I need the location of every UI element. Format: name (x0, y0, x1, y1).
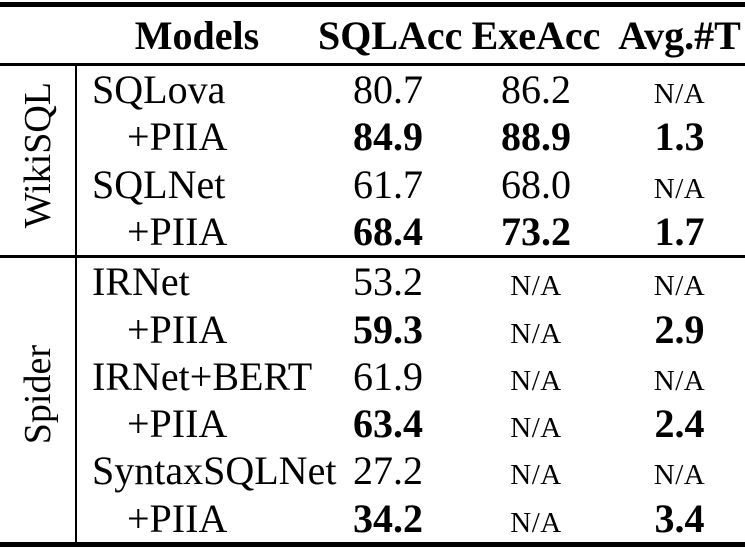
header-avgt: Avg.#T (614, 4, 745, 66)
header-sqlacc: SQLAcc (318, 4, 462, 66)
table-row: SQLNet 61.7 68.0 N/A (0, 161, 745, 208)
avgt-value-cell: N/A (614, 447, 745, 494)
header-row: Models SQLAcc ExeAcc Avg.#T (0, 4, 745, 66)
sqlacc-value-cell: 61.7 (353, 161, 423, 207)
avgt-value-cell: 1.7 (654, 209, 705, 254)
sqlacc-value-cell: 27.2 (353, 448, 423, 494)
avgt-value-cell: N/A (614, 255, 745, 306)
sqlacc-value-cell: 53.2 (318, 255, 458, 306)
avgt-value-cell: N/A (614, 353, 745, 400)
sqlacc-value-cell: 68.4 (353, 209, 423, 254)
exeacc-value-cell: 68.0 (501, 161, 571, 207)
exeacc-value-cell: 86.2 (501, 67, 571, 113)
exeacc-value-cell: N/A (458, 495, 614, 545)
exeacc-value-cell: N/A (458, 353, 614, 400)
model-name-cell: +PIIA (127, 209, 228, 254)
na-value: N/A (653, 364, 706, 397)
avgt-value-cell: 3.4 (654, 495, 705, 541)
table-row: Spider IRNet 53.2 N/A N/A (0, 255, 745, 545)
avgt-value-cell: 1.3 (654, 114, 705, 160)
na-value: N/A (510, 270, 562, 303)
model-name-cell: +PIIA (127, 114, 228, 160)
group-label: Spider (16, 345, 59, 445)
sqlacc-value-cell: 61.9 (353, 353, 423, 399)
na-value: N/A (653, 270, 706, 303)
header-group-spacer (0, 4, 76, 66)
exeacc-value-cell: N/A (458, 255, 614, 306)
exeacc-value-cell: N/A (458, 400, 614, 447)
table-row: +PIIA 63.4 N/A 2.4 (0, 400, 745, 447)
na-value: N/A (510, 459, 562, 492)
na-value: N/A (510, 364, 562, 397)
table-row: +PIIA 84.9 88.9 1.3 (0, 113, 745, 160)
na-value: N/A (510, 506, 562, 539)
na-value: N/A (653, 172, 706, 205)
exeacc-value-cell: N/A (458, 305, 614, 352)
table-row: +PIIA 59.3 N/A 2.9 (0, 305, 745, 352)
na-value: N/A (653, 78, 706, 111)
table-row: +PIIA 34.2 N/A 3.4 (0, 495, 745, 545)
exeacc-value-cell: 88.9 (501, 114, 571, 160)
table-header: Models SQLAcc ExeAcc Avg.#T (0, 4, 745, 66)
model-name-cell: +PIIA (127, 495, 228, 541)
sqlacc-value-cell: 59.3 (353, 306, 423, 352)
group-cell-spider: Spider (0, 255, 77, 545)
header-models: Models (76, 4, 318, 66)
table-body: WikiSQL SQLova 80.7 86.2 N/A +PIIA 84.9 88.9 1.3… (0, 64, 745, 545)
model-name-cell: +PIIA (127, 306, 228, 352)
avgt-value-cell: 2.4 (654, 401, 705, 447)
table-row: WikiSQL SQLova 80.7 86.2 N/A (0, 64, 745, 257)
exeacc-value-cell: 73.2 (501, 209, 571, 254)
sqlacc-value-cell: 34.2 (353, 495, 423, 541)
sqlacc-value-cell: 84.9 (353, 114, 423, 160)
exeacc-value-cell: N/A (458, 447, 614, 494)
group-cell-wikisql: WikiSQL (0, 64, 77, 257)
table-row: IRNet+BERT 61.9 N/A N/A (0, 353, 745, 400)
avgt-value-cell: N/A (614, 65, 745, 114)
model-name-cell: IRNet (76, 255, 318, 306)
na-value: N/A (653, 459, 706, 492)
group-label: WikiSQL (16, 82, 59, 229)
sqlacc-value-cell: 80.7 (353, 67, 423, 113)
table-row: SyntaxSQLNet 27.2 N/A N/A (0, 447, 745, 494)
model-name-cell: SyntaxSQLNet (92, 448, 337, 494)
model-name-cell: SQLova (92, 67, 226, 113)
model-name-cell: +PIIA (127, 401, 228, 447)
sqlacc-value-cell: 63.4 (353, 401, 423, 447)
header-exeacc: ExeAcc (458, 4, 614, 66)
model-name-cell: IRNet+BERT (92, 353, 313, 399)
avgt-value-cell: N/A (614, 161, 745, 208)
table-row: +PIIA 68.4 73.2 1.7 (0, 208, 745, 257)
na-value: N/A (510, 412, 562, 445)
model-name-cell: SQLNet (92, 161, 226, 207)
na-value: N/A (510, 317, 562, 350)
avgt-value-cell: 2.9 (654, 306, 705, 352)
